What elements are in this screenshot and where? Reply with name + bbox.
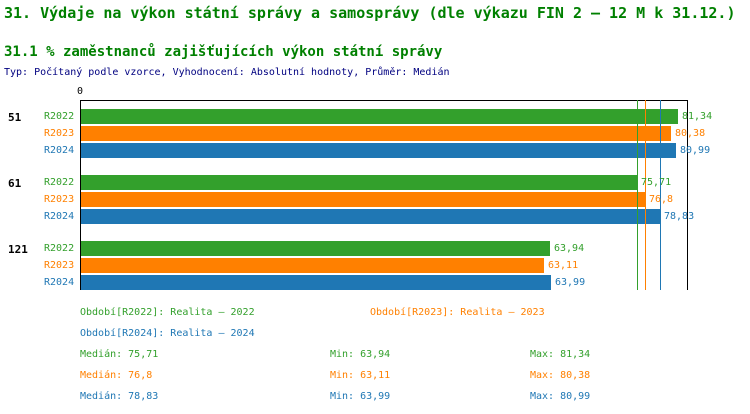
legend-period-r2023: Období[R2023]: Realita – 2023 [370, 307, 545, 318]
series-label-r2024: R2024 [44, 145, 75, 156]
y-axis-line [80, 100, 81, 290]
bar-r2022-51 [80, 109, 678, 124]
legend-median-r2023: Medián: 76,8 [80, 370, 153, 381]
bar-value-label: 80,99 [680, 145, 711, 156]
series-label-r2024: R2024 [44, 277, 75, 288]
bar-value-label: 75,71 [641, 177, 672, 188]
series-label-r2022: R2022 [44, 177, 75, 188]
bar-r2024-51 [80, 143, 676, 158]
horizontal-bar-chart: 0 51 R2022 81,34 R2023 80,38 R2024 80,99 61 R2022… [0, 85, 750, 297]
legend-period-r2022: Období[R2022]: Realita – 2022 [80, 307, 255, 318]
bar-r2022-121 [80, 241, 550, 256]
legend-median-r2022: Medián: 75,71 [80, 349, 159, 360]
bar-r2022-61 [80, 175, 637, 190]
legend-max-r2022: Max: 81,34 [530, 349, 591, 360]
plot-right-border [687, 100, 688, 290]
legend-period-r2024: Období[R2024]: Realita – 2024 [80, 328, 255, 339]
legend-min-r2024: Min: 63,99 [330, 391, 391, 402]
category-label-121: 121 [8, 243, 28, 256]
bar-r2024-121 [80, 275, 551, 290]
report-title: 31. Výdaje na výkon státní správy a samo… [4, 4, 736, 22]
bar-value-label: 80,38 [675, 128, 706, 139]
series-label-r2023: R2023 [44, 194, 75, 205]
bar-value-label: 63,11 [548, 260, 579, 271]
category-label-61: 61 [8, 177, 22, 190]
indicator-subtitle: 31.1 % zaměstnanců zajišťujících výkon s… [4, 44, 443, 60]
category-label-51: 51 [8, 111, 22, 124]
legend-min-r2023: Min: 63,11 [330, 370, 391, 381]
bar-value-label: 78,83 [664, 211, 695, 222]
median-line-r2024 [660, 100, 661, 290]
median-line-r2023 [645, 100, 646, 290]
bar-value-label: 63,99 [555, 277, 586, 288]
bar-value-label: 76,8 [649, 194, 674, 205]
x-axis-line [80, 100, 687, 101]
legend-max-r2023: Max: 80,38 [530, 370, 591, 381]
bar-r2024-61 [80, 209, 660, 224]
series-label-r2022: R2022 [44, 243, 75, 254]
bar-value-label: 81,34 [682, 111, 713, 122]
series-label-r2024: R2024 [44, 211, 75, 222]
bar-r2023-51 [80, 126, 671, 141]
bar-r2023-121 [80, 258, 544, 273]
bar-r2023-61 [80, 192, 645, 207]
legend-max-r2024: Max: 80,99 [530, 391, 591, 402]
chart-meta-line: Typ: Počítaný podle vzorce, Vyhodnocení:… [4, 67, 450, 78]
legend-min-r2022: Min: 63,94 [330, 349, 391, 360]
chart-legend: Období[R2022]: Realita – 2022 Období[R20… [0, 307, 750, 407]
x-axis-origin-label: 0 [77, 86, 84, 97]
bar-value-label: 63,94 [554, 243, 585, 254]
series-label-r2022: R2022 [44, 111, 75, 122]
median-line-r2022 [637, 100, 638, 290]
legend-median-r2024: Medián: 78,83 [80, 391, 159, 402]
series-label-r2023: R2023 [44, 260, 75, 271]
series-label-r2023: R2023 [44, 128, 75, 139]
